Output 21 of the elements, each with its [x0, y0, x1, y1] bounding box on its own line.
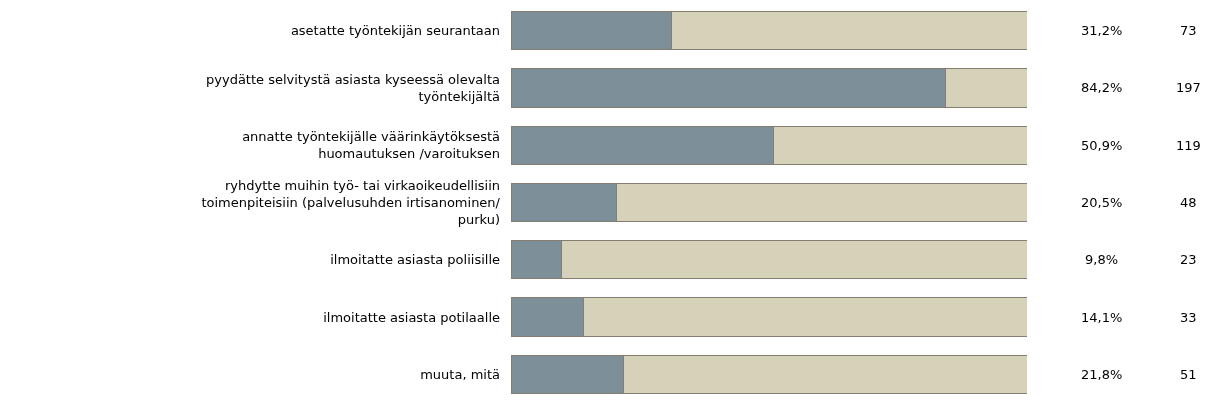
data-label: 20,5% [1081, 195, 1123, 210]
text: 33 [1180, 310, 1197, 325]
y-tick-label: pyydätte selvitystä asiasta kyseessä olevalta työntekijältä [206, 72, 500, 104]
text: 73 [1180, 23, 1197, 38]
text: 51 [1180, 367, 1197, 382]
data-label: 9,8% [1085, 252, 1119, 267]
y-tick-label: ilmoitatte asiasta poliisille [330, 252, 500, 268]
data-label: 21,8% [1081, 367, 1123, 382]
y-tick-label: muuta, mitä [420, 366, 500, 382]
data-label: 50,9% [1081, 138, 1123, 153]
y-tick-label: ilmoitatte asiasta potilaalle [323, 309, 500, 325]
data-label: 84,2% [1081, 80, 1123, 95]
text: 23 [1180, 252, 1197, 267]
text: 119 [1176, 138, 1201, 153]
y-tick-label: asetatte työntekijän seurantaan [290, 23, 500, 39]
text: 197 [1176, 80, 1201, 95]
text: 48 [1180, 195, 1197, 210]
data-label: 31,2% [1081, 23, 1123, 38]
data-label: 14,1% [1081, 310, 1123, 325]
y-tick-label: annatte työntekijälle väärinkäytöksestä huomautuksen /varoituksen [242, 129, 500, 162]
y-tick-label: ryhdytte muihin työ- tai virkaoikeudellisiin toimenpiteisiin (palvelusuhden irtisanominen/purku) [201, 178, 501, 227]
